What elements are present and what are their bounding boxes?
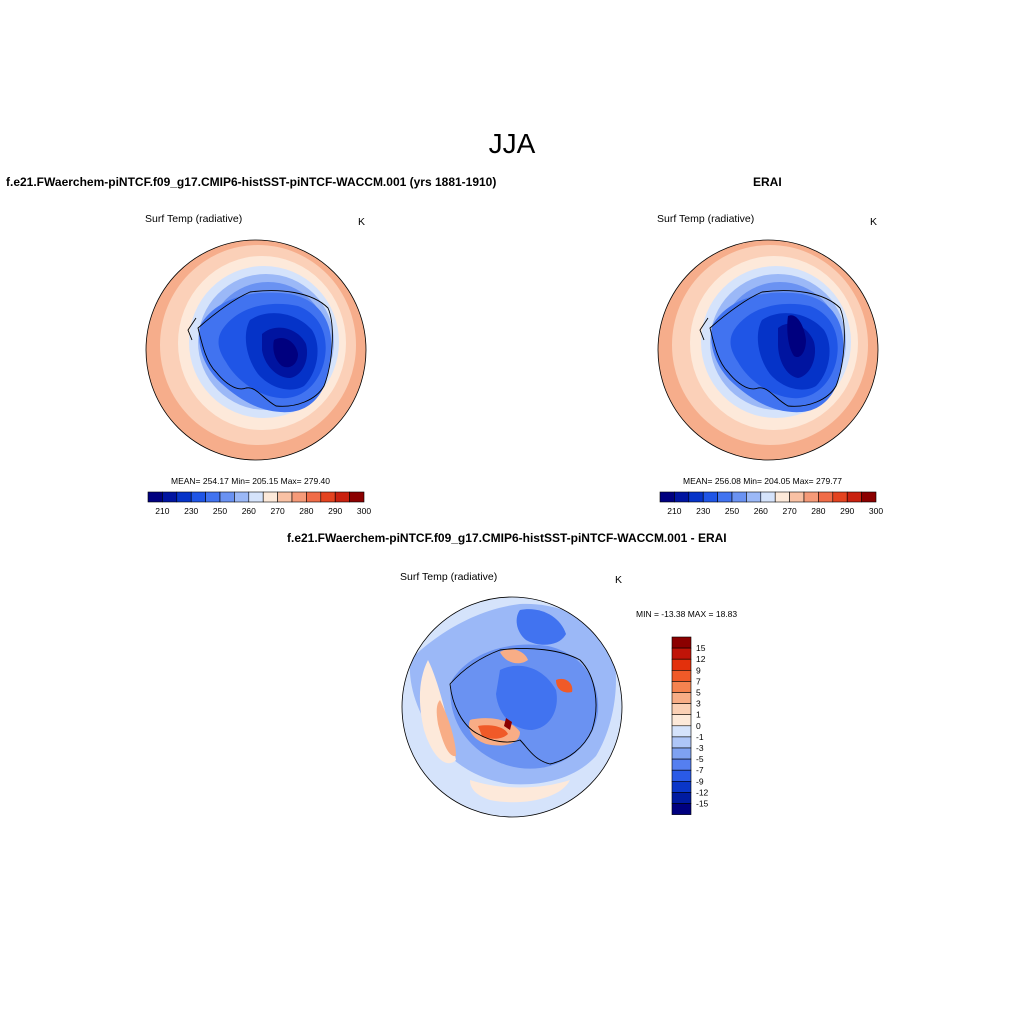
right-colorbar-box xyxy=(818,491,834,503)
diff-colorbar-label: -9 xyxy=(696,776,704,786)
diff-colorbar-box xyxy=(671,636,692,649)
diff-colorbar-box xyxy=(671,681,692,693)
right-colorbar-box xyxy=(746,491,762,503)
right-colorbar-label: 290 xyxy=(840,506,854,516)
right-units-label: K xyxy=(870,216,878,228)
right-colorbar-box xyxy=(674,491,690,503)
left-colorbar-label: 210 xyxy=(155,506,169,516)
diff-colorbar-label: -7 xyxy=(696,765,704,775)
right-colorbar-label: 280 xyxy=(811,506,825,516)
left-colorbar: 210 230 250 260 270 280 290 300 xyxy=(147,491,371,516)
diff-colorbar-box xyxy=(671,792,692,804)
diff-stats: MIN = -13.38 MAX = 18.83 xyxy=(636,609,738,619)
right-polar-map xyxy=(658,240,878,460)
diff-units-label: K xyxy=(615,574,623,586)
diff-colorbar-label: 5 xyxy=(696,688,701,698)
diff-colorbar-label: -1 xyxy=(696,732,704,742)
right-colorbar-box xyxy=(861,491,877,503)
diff-colorbar-label: 9 xyxy=(696,665,701,675)
left-colorbar-box xyxy=(234,491,250,503)
diff-colorbar-box xyxy=(671,658,692,671)
diff-colorbar-label: 7 xyxy=(696,676,701,686)
diff-colorbar-label: -5 xyxy=(696,754,704,764)
right-stats: MEAN= 256.08 Min= 204.05 Max= 279.77 xyxy=(683,476,843,486)
right-colorbar-box xyxy=(774,491,790,503)
right-colorbar-label: 210 xyxy=(667,506,681,516)
left-polar-map xyxy=(146,240,366,460)
left-colorbar-box xyxy=(306,491,322,503)
diff-colorbar-label: -3 xyxy=(696,743,704,753)
right-colorbar: 210 230 250 260 270 280 290 300 xyxy=(659,491,883,516)
diff-colorbar-box xyxy=(671,747,692,760)
diff-colorbar-box xyxy=(671,647,692,660)
left-units-label: K xyxy=(358,216,366,228)
left-colorbar-box xyxy=(190,491,206,503)
left-colorbar-label: 250 xyxy=(213,506,227,516)
diff-colorbar-box xyxy=(671,769,692,782)
left-colorbar-box xyxy=(248,491,264,503)
right-colorbar-label: 300 xyxy=(869,506,883,516)
right-colorbar-box xyxy=(731,491,747,503)
left-colorbar-box xyxy=(277,491,293,503)
diff-colorbar-box xyxy=(671,703,692,715)
diff-colorbar-box xyxy=(671,758,692,771)
diff-colorbar-box xyxy=(671,692,692,704)
diff-colorbar-box xyxy=(671,725,692,738)
right-colorbar-box xyxy=(717,491,733,503)
left-colorbar-label: 280 xyxy=(299,506,313,516)
left-colorbar-box xyxy=(219,491,235,503)
right-colorbar-box xyxy=(832,491,848,503)
right-colorbar-label: 260 xyxy=(754,506,768,516)
left-colorbar-box xyxy=(147,491,163,503)
right-colorbar-label: 270 xyxy=(783,506,797,516)
diff-colorbar-box xyxy=(671,803,692,815)
left-variable-label: Surf Temp (radiative) xyxy=(145,213,243,225)
diff-variable-label: Surf Temp (radiative) xyxy=(400,571,498,583)
diff-colorbar-label: 15 xyxy=(696,643,706,653)
diff-colorbar-label: -12 xyxy=(696,787,709,797)
diff-colorbar-label: 3 xyxy=(696,699,701,709)
diff-colorbar-box xyxy=(671,669,692,682)
diff-colorbar-label: 0 xyxy=(696,721,701,731)
diff-colorbar-label: 1 xyxy=(696,710,701,720)
right-colorbar-box xyxy=(688,491,704,503)
left-colorbar-label: 290 xyxy=(328,506,342,516)
left-panel-title: f.e21.FWaerchem-piNTCF.f09_g17.CMIP6-his… xyxy=(6,175,497,189)
diff-colorbar-box xyxy=(671,714,692,727)
left-colorbar-label: 260 xyxy=(242,506,256,516)
left-colorbar-box xyxy=(334,491,350,503)
right-colorbar-box xyxy=(789,491,805,503)
diff-colorbar-label: 12 xyxy=(696,654,706,664)
left-colorbar-box xyxy=(205,491,221,503)
diff-colorbar-label: -15 xyxy=(696,799,709,809)
left-colorbar-label: 300 xyxy=(357,506,371,516)
right-colorbar-box xyxy=(760,491,776,503)
right-colorbar-box xyxy=(846,491,862,503)
left-stats: MEAN= 254.17 Min= 205.15 Max= 279.40 xyxy=(171,476,331,486)
left-colorbar-box xyxy=(320,491,336,503)
left-colorbar-label: 230 xyxy=(184,506,198,516)
right-colorbar-box xyxy=(659,491,675,503)
diff-polar-map xyxy=(402,597,622,817)
left-colorbar-label: 270 xyxy=(271,506,285,516)
left-colorbar-box xyxy=(349,491,365,503)
figure-title: JJA xyxy=(488,128,536,159)
left-colorbar-box xyxy=(291,491,307,503)
left-colorbar-box xyxy=(262,491,278,503)
right-colorbar-label: 230 xyxy=(696,506,710,516)
diff-panel-title: f.e21.FWaerchem-piNTCF.f09_g17.CMIP6-his… xyxy=(287,531,727,545)
right-colorbar-box xyxy=(702,491,718,503)
right-colorbar-label: 250 xyxy=(725,506,739,516)
right-colorbar-box xyxy=(803,491,819,503)
right-variable-label: Surf Temp (radiative) xyxy=(657,213,755,225)
diff-colorbar-box xyxy=(671,736,692,749)
left-colorbar-box xyxy=(176,491,192,503)
right-panel-title: ERAI xyxy=(753,175,782,189)
diff-colorbar-box xyxy=(671,780,692,793)
left-colorbar-box xyxy=(162,491,178,503)
